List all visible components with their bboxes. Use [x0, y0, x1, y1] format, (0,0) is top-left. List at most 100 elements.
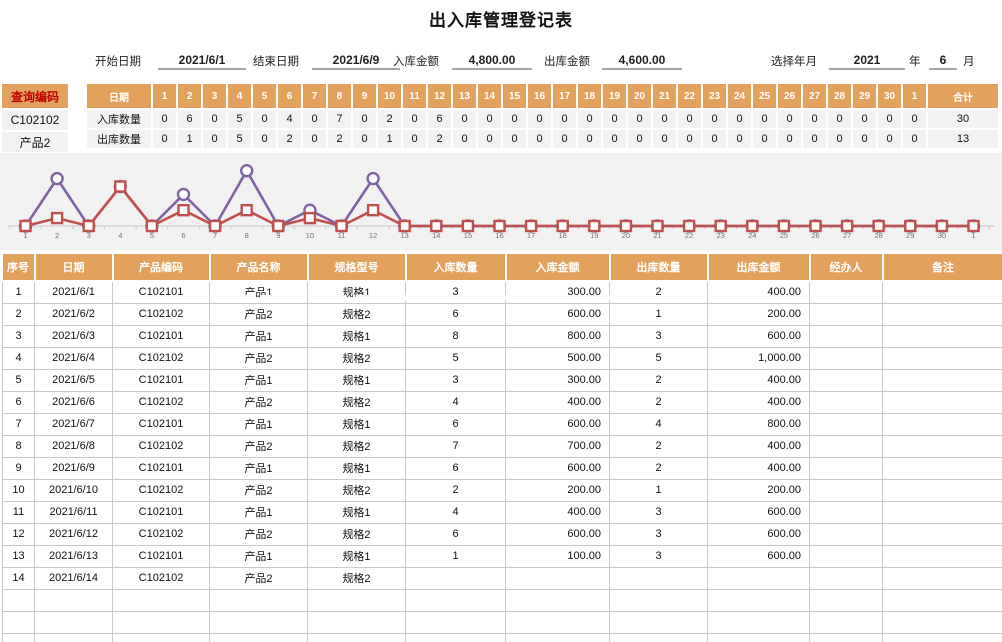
ledger-cell[interactable]: 3 [609, 500, 708, 524]
ledger-cell[interactable]: 产品2 [209, 522, 308, 546]
ledger-cell[interactable]: 9 [2, 456, 35, 480]
ledger-cell[interactable]: C102101 [112, 412, 210, 436]
summary-value-cell[interactable]: 0 [153, 108, 178, 128]
ledger-cell[interactable]: 600.00 [707, 324, 810, 348]
ledger-cell[interactable] [809, 456, 883, 480]
year-field[interactable]: 2021 [829, 50, 905, 70]
ledger-cell[interactable]: 14 [2, 566, 35, 590]
ledger-cell[interactable]: 产品1 [209, 368, 308, 392]
ledger-cell[interactable] [809, 566, 883, 590]
ledger-cell[interactable] [809, 478, 883, 502]
ledger-cell[interactable]: 2021/6/11 [34, 500, 113, 524]
ledger-cell[interactable] [809, 324, 883, 348]
ledger-cell[interactable]: 100.00 [505, 544, 610, 568]
ledger-cell[interactable]: 7 [405, 434, 506, 458]
summary-value-cell[interactable]: 0 [753, 108, 778, 128]
ledger-cell[interactable] [112, 588, 210, 612]
summary-value-cell[interactable]: 0 [603, 128, 628, 148]
ledger-cell[interactable]: 产品1 [209, 412, 308, 436]
ledger-cell[interactable]: C102101 [112, 500, 210, 524]
ledger-cell[interactable]: 200.00 [707, 302, 810, 326]
ledger-cell[interactable]: 产品2 [209, 390, 308, 414]
ledger-cell[interactable]: 5 [2, 368, 35, 392]
summary-value-cell[interactable]: 0 [803, 128, 828, 148]
ledger-cell[interactable]: 1 [609, 478, 708, 502]
ledger-cell[interactable]: 5 [609, 346, 708, 370]
ledger-cell[interactable] [34, 610, 113, 634]
ledger-cell[interactable] [2, 632, 35, 642]
ledger-cell[interactable] [809, 544, 883, 568]
ledger-cell[interactable]: 200.00 [505, 478, 610, 502]
ledger-cell[interactable]: C102101 [112, 544, 210, 568]
ledger-cell[interactable] [707, 588, 810, 612]
ledger-cell[interactable] [882, 368, 1002, 392]
summary-value-cell[interactable]: 0 [853, 108, 878, 128]
ledger-cell[interactable]: 600.00 [707, 544, 810, 568]
ledger-cell[interactable]: 产品2 [209, 566, 308, 590]
ledger-cell[interactable]: 2021/6/9 [34, 456, 113, 480]
ledger-cell[interactable] [209, 588, 308, 612]
ledger-cell[interactable]: 2 [609, 390, 708, 414]
ledger-cell[interactable] [609, 566, 708, 590]
ledger-cell[interactable] [34, 588, 113, 612]
ledger-cell[interactable] [882, 478, 1002, 502]
ledger-cell[interactable] [882, 324, 1002, 348]
summary-value-cell[interactable]: 0 [678, 128, 703, 148]
ledger-cell[interactable]: 5 [405, 346, 506, 370]
ledger-cell[interactable]: 规格1 [307, 500, 406, 524]
summary-value-cell[interactable]: 1 [378, 128, 403, 148]
summary-value-cell[interactable]: 0 [578, 108, 603, 128]
ledger-cell[interactable]: 4 [609, 412, 708, 436]
ledger-cell[interactable] [809, 302, 883, 326]
ledger-cell[interactable]: 产品1 [209, 544, 308, 568]
summary-value-cell[interactable]: 0 [453, 108, 478, 128]
ledger-cell[interactable]: 产品2 [209, 434, 308, 458]
ledger-cell[interactable] [209, 610, 308, 634]
ledger-cell[interactable] [505, 632, 610, 642]
ledger-cell[interactable]: 400.00 [707, 434, 810, 458]
ledger-cell[interactable]: 2021/6/14 [34, 566, 113, 590]
ledger-cell[interactable]: 500.00 [505, 346, 610, 370]
summary-value-cell[interactable]: 0 [778, 128, 803, 148]
ledger-cell[interactable]: 2 [405, 478, 506, 502]
summary-value-cell[interactable]: 0 [528, 108, 553, 128]
ledger-cell[interactable]: 6 [405, 522, 506, 546]
ledger-cell[interactable]: 11 [2, 500, 35, 524]
ledger-cell[interactable] [882, 632, 1002, 642]
ledger-cell[interactable] [882, 456, 1002, 480]
summary-value-cell[interactable]: 0 [728, 128, 753, 148]
ledger-cell[interactable]: 400.00 [707, 368, 810, 392]
ledger-cell[interactable] [882, 544, 1002, 568]
summary-value-cell[interactable]: 0 [253, 108, 278, 128]
ledger-cell[interactable]: 规格2 [307, 522, 406, 546]
ledger-cell[interactable]: 产品1 [209, 324, 308, 348]
ledger-cell[interactable]: 规格1 [307, 456, 406, 480]
summary-value-cell[interactable]: 0 [728, 108, 753, 128]
ledger-cell[interactable]: 800.00 [707, 412, 810, 436]
ledger-cell[interactable]: 6 [2, 390, 35, 414]
ledger-cell[interactable]: 规格1 [307, 412, 406, 436]
ledger-cell[interactable]: 规格1 [307, 544, 406, 568]
ledger-cell[interactable] [882, 412, 1002, 436]
summary-value-cell[interactable]: 0 [478, 108, 503, 128]
ledger-cell[interactable]: 8 [405, 324, 506, 348]
ledger-cell[interactable]: 700.00 [505, 434, 610, 458]
summary-value-cell[interactable]: 0 [653, 128, 678, 148]
ledger-cell[interactable] [112, 610, 210, 634]
ledger-cell[interactable] [809, 434, 883, 458]
summary-value-cell[interactable]: 0 [853, 128, 878, 148]
ledger-cell[interactable] [505, 588, 610, 612]
ledger-cell[interactable] [609, 610, 708, 634]
ledger-cell[interactable] [405, 632, 506, 642]
summary-value-cell[interactable]: 0 [778, 108, 803, 128]
ledger-cell[interactable]: 600.00 [707, 500, 810, 524]
summary-value-cell[interactable]: 0 [478, 128, 503, 148]
ledger-cell[interactable]: 3 [2, 324, 35, 348]
ledger-cell[interactable]: 1 [405, 544, 506, 568]
ledger-cell[interactable]: 13 [2, 544, 35, 568]
summary-value-cell[interactable]: 6 [428, 108, 453, 128]
summary-value-cell[interactable]: 0 [653, 108, 678, 128]
ledger-cell[interactable]: 800.00 [505, 324, 610, 348]
summary-value-cell[interactable]: 4 [278, 108, 303, 128]
summary-value-cell[interactable]: 0 [878, 128, 903, 148]
